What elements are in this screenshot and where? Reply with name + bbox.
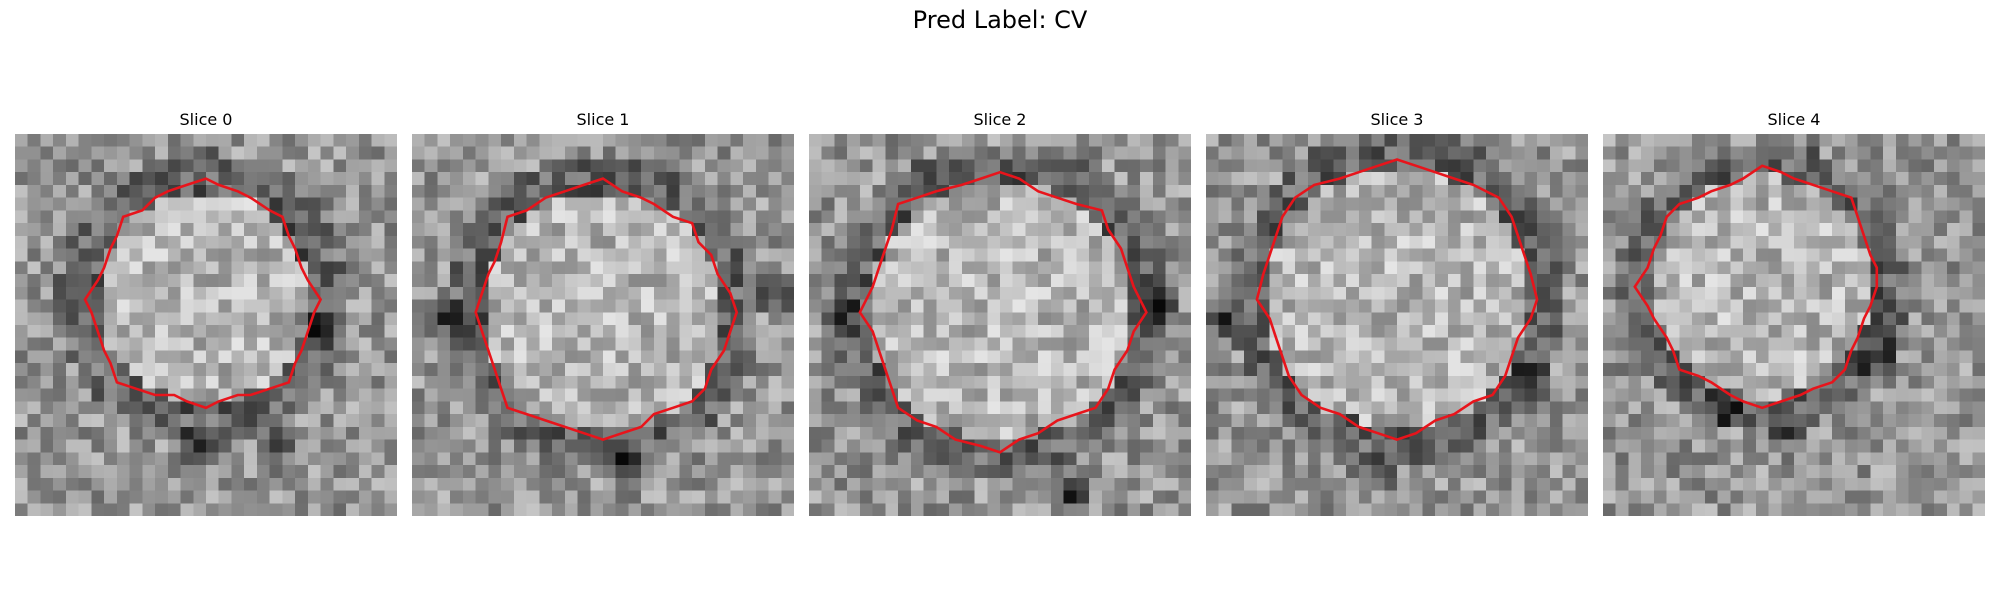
segmentation-contour: [858, 170, 1148, 454]
slice-title: Slice 2: [973, 110, 1027, 129]
slice-image: [809, 134, 1191, 516]
slice-image: [412, 134, 794, 516]
segmentation-contour: [83, 177, 323, 410]
slice-image: [1206, 134, 1588, 516]
segmentation-contour: [1255, 158, 1539, 441]
slice-title: Slice 3: [1370, 110, 1424, 129]
slice-image: [1603, 134, 1985, 516]
slice-title: Slice 1: [576, 110, 630, 129]
segmentation-contour: [474, 177, 739, 441]
slice-title: Slice 4: [1767, 110, 1821, 129]
figure-title: Pred Label: CV: [912, 6, 1088, 34]
slice-image: [15, 134, 397, 516]
segmentation-contour: [1633, 164, 1879, 410]
slice-title: Slice 0: [179, 110, 233, 129]
